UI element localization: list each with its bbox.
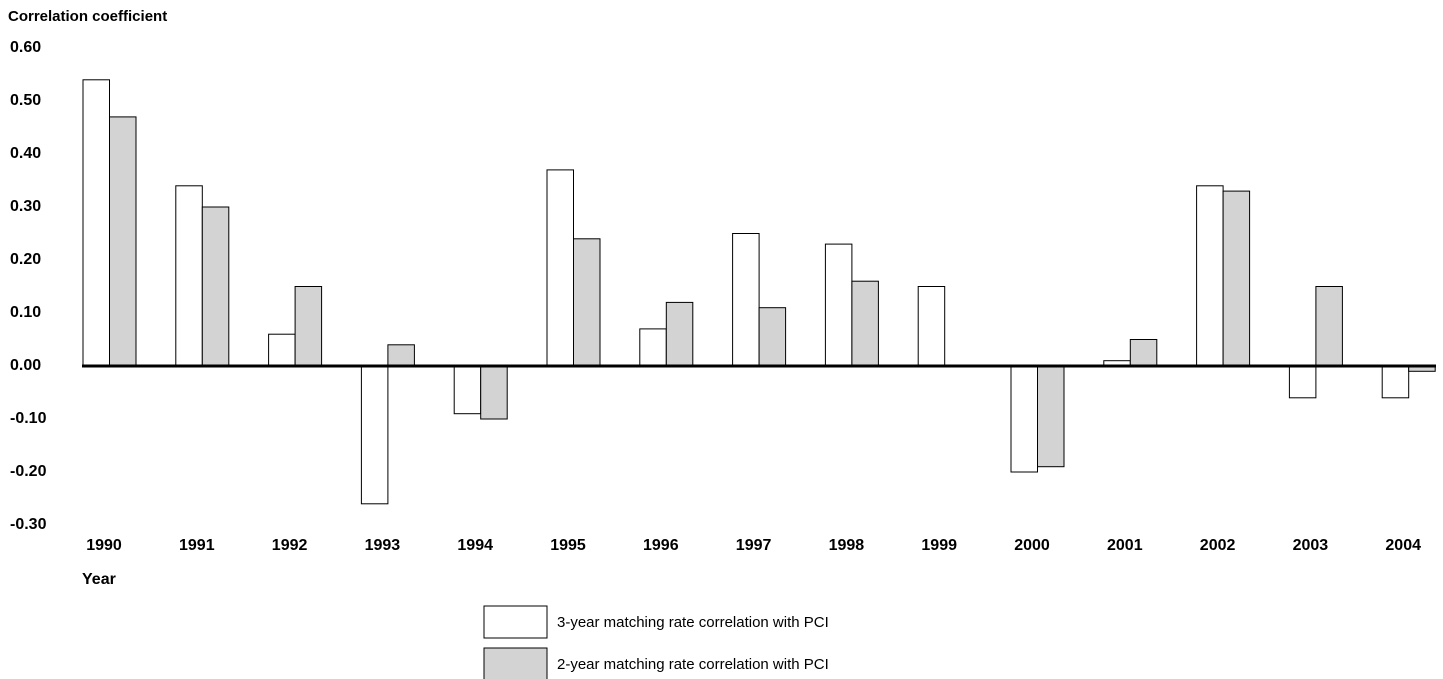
x-tick-label: 2002 — [1200, 537, 1236, 554]
bar — [665, 301, 694, 367]
bar — [268, 333, 296, 367]
y-tick-label: 0.10 — [10, 304, 41, 321]
bar — [1037, 365, 1065, 468]
x-axis-title: Year — [82, 571, 116, 588]
y-tick-label: 0.20 — [10, 251, 41, 268]
x-tick-label: 1994 — [457, 537, 493, 554]
bar — [639, 328, 667, 367]
bar — [1381, 365, 1410, 399]
legend-swatch — [483, 605, 548, 639]
x-tick-label: 2000 — [1014, 537, 1050, 554]
y-tick-label: 0.40 — [10, 145, 41, 162]
y-tick-label: -0.30 — [10, 516, 47, 533]
y-tick-label: 0.00 — [10, 357, 41, 374]
legend-label: 3-year matching rate correlation with PC… — [557, 614, 829, 631]
y-tick-label: 0.30 — [10, 198, 41, 215]
bar — [453, 365, 482, 415]
x-tick-label: 1992 — [272, 537, 308, 554]
x-tick-label: 1997 — [736, 537, 772, 554]
x-tick-label: 1993 — [365, 537, 401, 554]
x-tick-label: 2003 — [1293, 537, 1329, 554]
x-tick-label: 1995 — [550, 537, 586, 554]
x-tick-label: 1998 — [829, 537, 865, 554]
bar — [294, 286, 323, 367]
y-tick-label: 0.60 — [10, 39, 41, 56]
bar — [1222, 190, 1251, 367]
bar — [480, 365, 508, 420]
x-tick-label: 1991 — [179, 537, 215, 554]
bar — [1196, 185, 1224, 367]
bar — [824, 243, 853, 367]
bar — [917, 286, 946, 367]
x-tick-label: 2004 — [1385, 537, 1421, 554]
bar — [201, 206, 230, 367]
x-tick-label: 1990 — [86, 537, 122, 554]
x-tick-label: 1996 — [643, 537, 679, 554]
axis-title: Correlation coefficient — [8, 8, 167, 25]
bar — [851, 280, 879, 367]
bar — [175, 185, 203, 367]
y-tick-label: -0.20 — [10, 463, 47, 480]
bar — [360, 365, 389, 505]
bar — [1315, 286, 1343, 367]
legend-swatch — [483, 647, 548, 679]
bar — [546, 169, 574, 367]
legend-label: 2-year matching rate correlation with PC… — [557, 656, 829, 673]
x-tick-label: 2001 — [1107, 537, 1143, 554]
bar — [732, 233, 760, 367]
bar — [758, 307, 787, 367]
bar — [1010, 365, 1038, 473]
bar — [1288, 365, 1317, 399]
bar — [1129, 339, 1158, 367]
bar — [387, 344, 415, 367]
bar — [109, 116, 137, 367]
x-tick-label: 1999 — [921, 537, 957, 554]
y-tick-label: -0.10 — [10, 410, 47, 427]
y-tick-label: 0.50 — [10, 92, 41, 109]
bar — [573, 238, 601, 367]
bar — [82, 79, 110, 367]
